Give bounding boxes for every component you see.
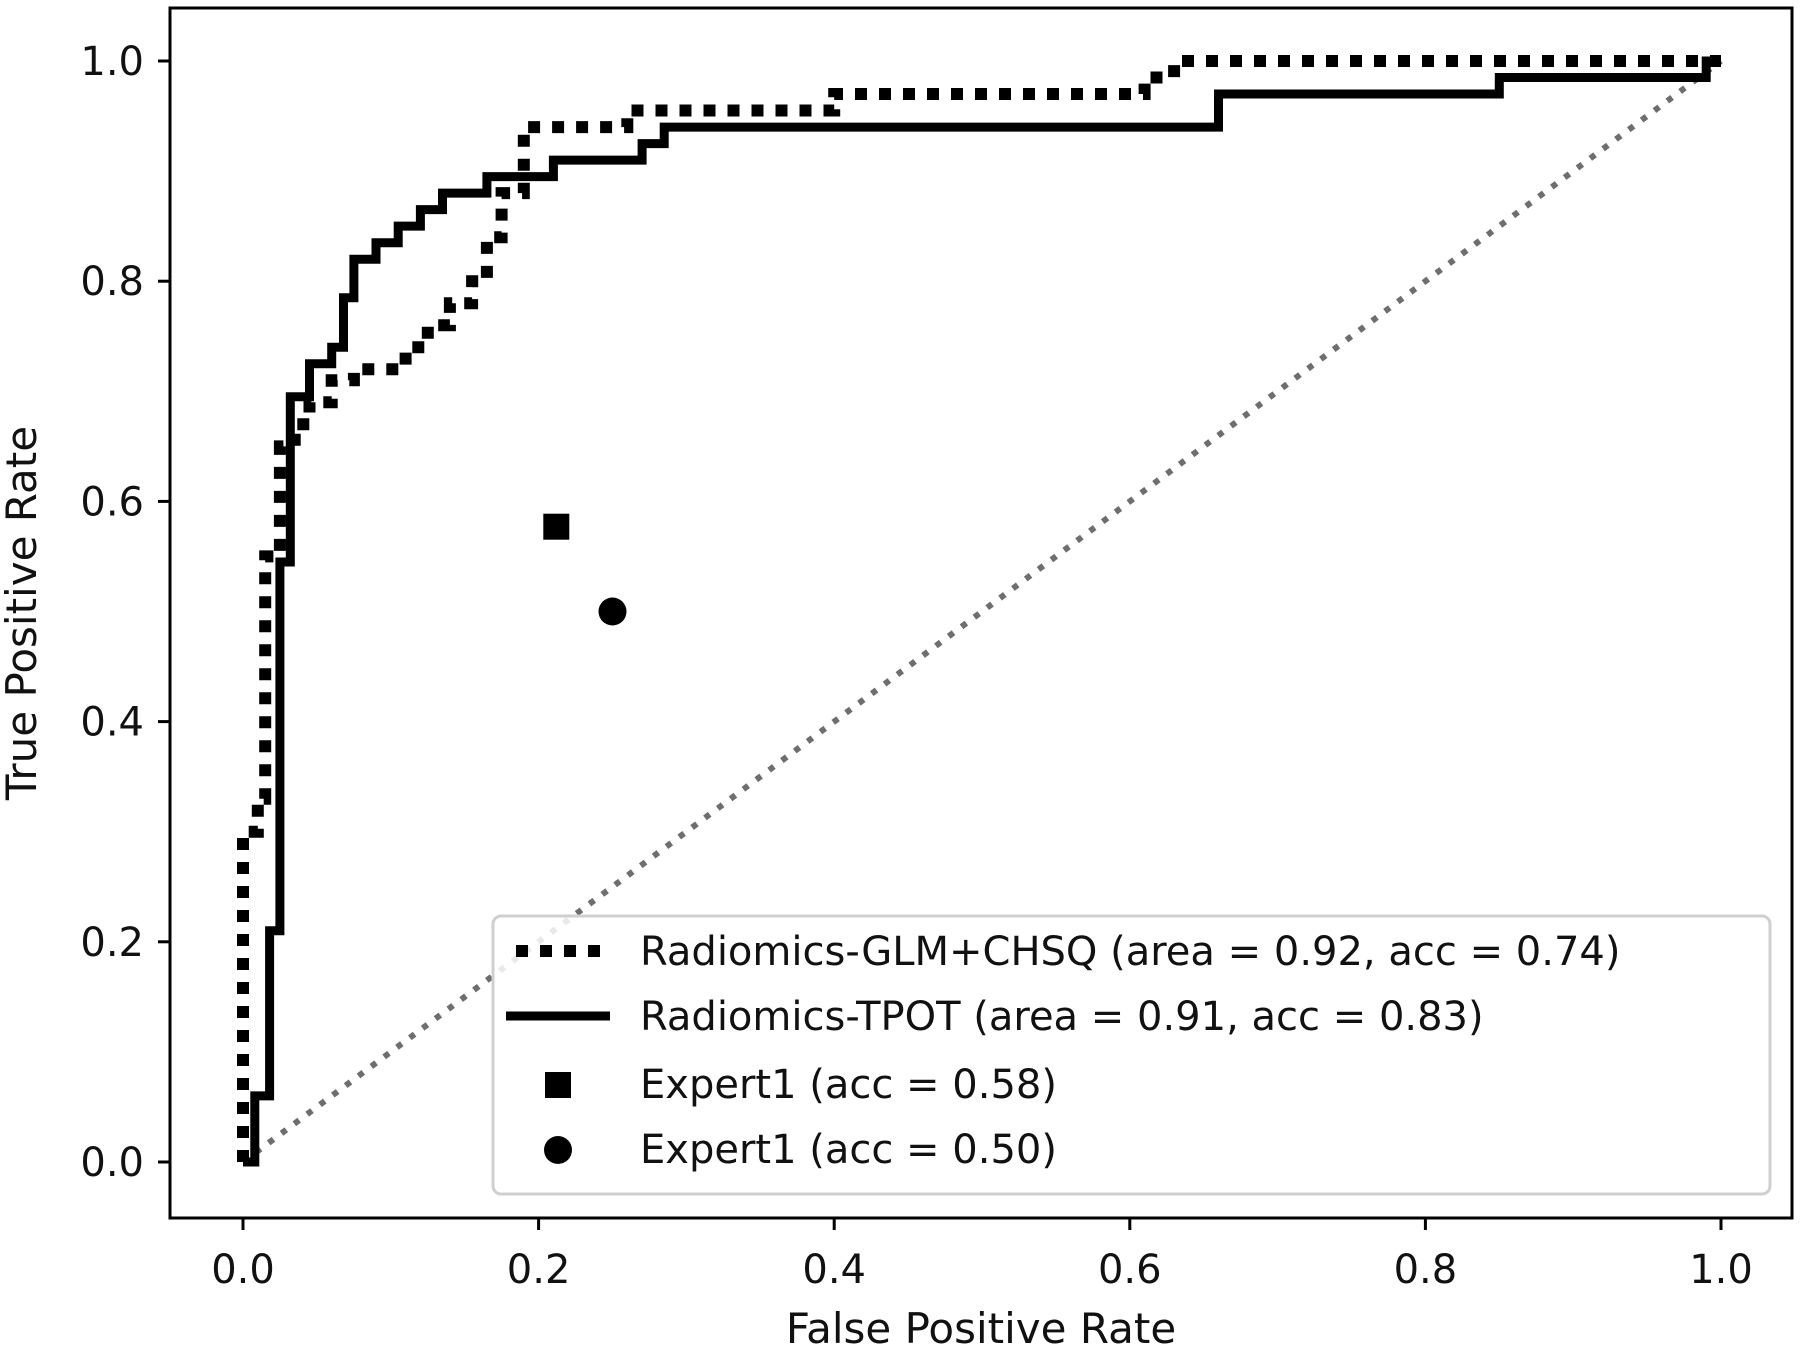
x-tick-label: 1.0 [1689, 1247, 1753, 1293]
legend-marker-square [545, 1072, 571, 1098]
y-axis-label: True Positive Rate [0, 426, 46, 801]
y-tick-label: 0.2 [80, 920, 144, 966]
y-tick-label: 1.0 [80, 39, 144, 85]
legend-label-glm-chsq: Radiomics-GLM+CHSQ (area = 0.92, acc = 0… [640, 929, 1620, 975]
y-tick-label: 0.0 [80, 1140, 144, 1186]
diagonal-reference-layer [241, 58, 1723, 1165]
legend-marker-circle [544, 1136, 572, 1164]
expert-point-circle [598, 597, 627, 626]
y-axis-ticks: 0.0 0.2 0.4 0.6 0.8 1.0 [80, 39, 170, 1186]
x-tick-label: 0.6 [1098, 1247, 1162, 1293]
x-tick-label: 0.0 [211, 1247, 275, 1293]
expert-points-layer [543, 513, 627, 626]
roc-series-layer [237, 55, 1721, 1167]
x-axis-label: False Positive Rate [786, 1304, 1176, 1353]
x-axis-ticks: 0.0 0.2 0.4 0.6 0.8 1.0 [211, 1218, 1753, 1293]
x-tick-label: 0.8 [1394, 1247, 1458, 1293]
legend-label-expert-circle: Expert1 (acc = 0.50) [640, 1127, 1057, 1173]
legend-box [491, 914, 1772, 1196]
roc-curve-0 [237, 55, 1721, 1162]
chance-diagonal-line [241, 58, 1723, 1165]
roc-curve-1 [243, 56, 1721, 1167]
y-tick-label: 0.8 [80, 259, 144, 305]
x-tick-label: 0.4 [802, 1247, 866, 1293]
legend-label-expert-square: Expert1 (acc = 0.58) [640, 1062, 1057, 1108]
y-tick-label: 0.4 [80, 700, 144, 746]
legend-label-tpot: Radiomics-TPOT (area = 0.91, acc = 0.83) [640, 994, 1484, 1040]
legend: Radiomics-GLM+CHSQ (area = 0.92, acc = 0… [491, 914, 1772, 1196]
plot-frame [168, 6, 1794, 1220]
x-tick-label: 0.2 [507, 1247, 571, 1293]
y-tick-label: 0.6 [80, 479, 144, 525]
expert-point-square [543, 513, 570, 540]
